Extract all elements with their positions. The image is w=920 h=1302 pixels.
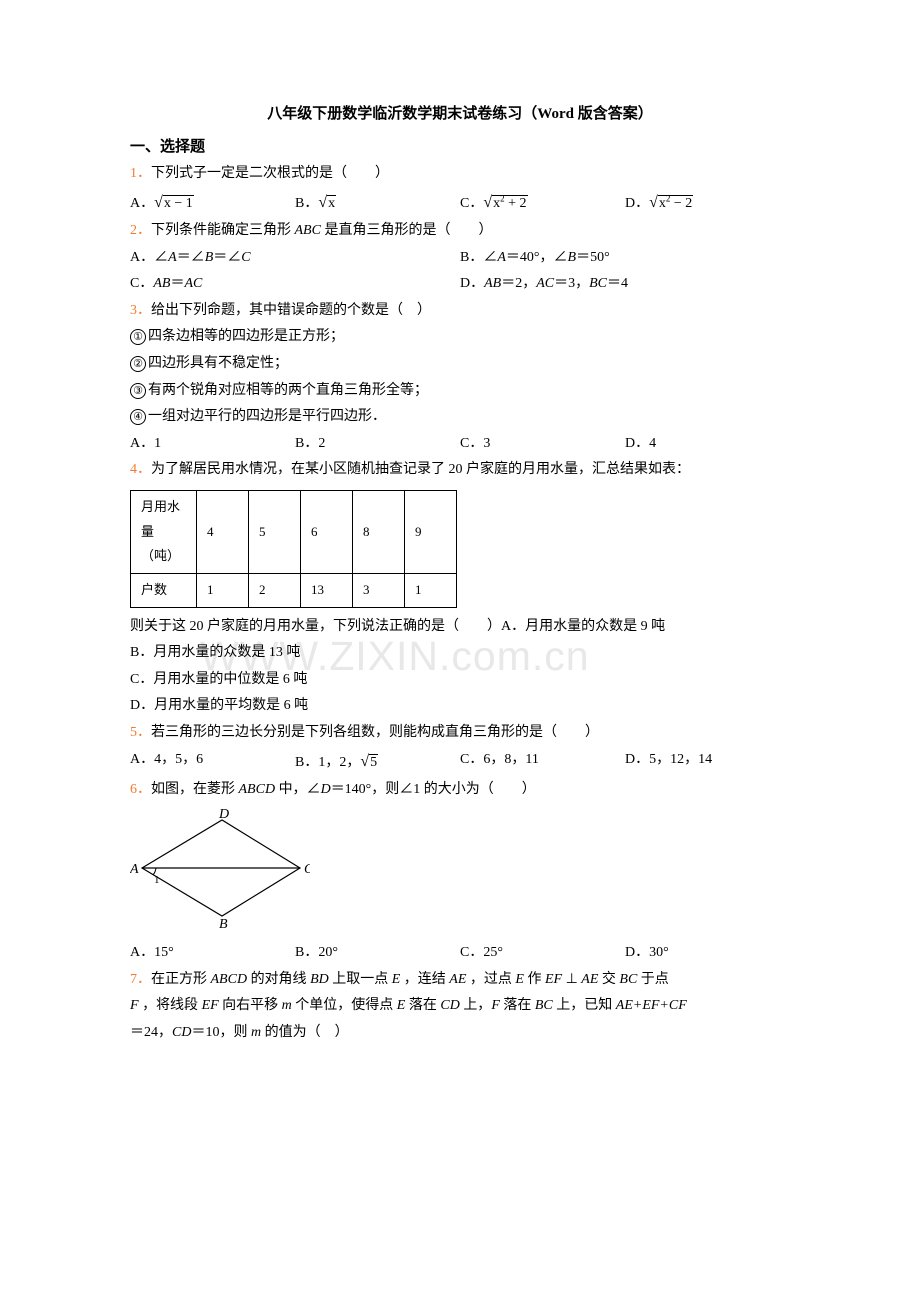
page-title: 八年级下册数学临沂数学期末试卷练习（Word 版含答案）: [130, 100, 790, 129]
q6-number: 6．: [130, 782, 151, 797]
q5-opt-d: D．5，12，14: [625, 747, 790, 777]
document-content: 八年级下册数学临沂数学期末试卷练习（Word 版含答案） 一、选择题 1．下列式…: [130, 100, 790, 1047]
q3-opt-c: C．3: [460, 431, 625, 458]
q5-opt-b: B．1，2，5: [295, 747, 460, 777]
q2-stem: 2．下列条件能确定三角形 ABC 是直角三角形的是（ ）: [130, 218, 790, 245]
q4-opt-d: D．月用水量的平均数是 6 吨: [130, 693, 790, 720]
table-cell: 4: [197, 490, 249, 573]
q4-stem: 4．为了解居民用水情况，在某小区随机抽查记录了 20 户家庭的月用水量，汇总结果…: [130, 457, 790, 484]
table-cell: 9: [405, 490, 457, 573]
q2-opt-d: D．AB＝2，AC＝3，BC＝4: [460, 271, 790, 298]
table-cell: 3: [353, 573, 405, 607]
q3-options: A．1 B．2 C．3 D．4: [130, 431, 790, 458]
label-angle-1: 1: [154, 874, 160, 886]
q5-opt-a: A．4，5，6: [130, 747, 295, 777]
q4-number: 4．: [130, 462, 151, 477]
sqrt-icon: x2 + 2: [483, 188, 527, 218]
q3-p1: ①四条边相等的四边形是正方形；: [130, 324, 790, 351]
q1-opt-b: B．x: [295, 188, 460, 218]
table-cell: 1: [405, 573, 457, 607]
q1-options: A．x − 1 B．x C．x2 + 2 D．x2 − 2: [130, 188, 790, 218]
q2-options-row2: C．AB＝AC D．AB＝2，AC＝3，BC＝4: [130, 271, 790, 298]
q7-number: 7．: [130, 972, 151, 987]
q1-opt-d: D．x2 − 2: [625, 188, 790, 218]
q6-opt-d: D．30°: [625, 940, 790, 967]
q5-opt-c: C．6，8，11: [460, 747, 625, 777]
label-a: A: [130, 862, 139, 877]
q4-post: 则关于这 20 户家庭的月用水量，下列说法正确的是（ ）A．月用水量的众数是 9…: [130, 614, 790, 641]
q3-stem: 3．给出下列命题，其中错误命题的个数是（ ）: [130, 298, 790, 325]
table-cell: 5: [249, 490, 301, 573]
sqrt-icon: x2 − 2: [649, 188, 693, 218]
table-cell: 户数: [131, 573, 197, 607]
q1-opt-c: C．x2 + 2: [460, 188, 625, 218]
circled-number-icon: ③: [130, 383, 146, 399]
q1-stem: 1．下列式子一定是二次根式的是（ ）: [130, 161, 790, 188]
table-cell: 1: [197, 573, 249, 607]
table-row: 月用水量（吨） 4 5 6 8 9: [131, 490, 457, 573]
q6-stem: 6．如图，在菱形 ABCD 中，∠D＝140°，则∠1 的大小为（ ）: [130, 777, 790, 804]
sqrt-icon: 5: [360, 747, 378, 777]
q3-opt-d: D．4: [625, 431, 790, 458]
table-cell: 月用水量（吨）: [131, 490, 197, 573]
q4-opt-c: C．月用水量的中位数是 6 吨: [130, 667, 790, 694]
sqrt-icon: x: [318, 188, 336, 218]
q4-table: 月用水量（吨） 4 5 6 8 9 户数 1 2 13 3 1: [130, 490, 457, 608]
table-cell: 8: [353, 490, 405, 573]
label-d: D: [218, 808, 229, 822]
circled-number-icon: ④: [130, 409, 146, 425]
q3-opt-a: A．1: [130, 431, 295, 458]
q6-opt-c: C．25°: [460, 940, 625, 967]
q2-options-row1: A．∠A＝∠B＝∠C B．∠A＝40°，∠B＝50°: [130, 245, 790, 272]
circled-number-icon: ②: [130, 356, 146, 372]
table-row: 户数 1 2 13 3 1: [131, 573, 457, 607]
q1-opt-a: A．x − 1: [130, 188, 295, 218]
q3-p3: ③有两个锐角对应相等的两个直角三角形全等；: [130, 378, 790, 405]
q2-number: 2．: [130, 223, 151, 238]
q5-stem: 5．若三角形的三边长分别是下列各组数，则能构成直角三角形的是（ ）: [130, 720, 790, 747]
q7-line1: 7．在正方形 ABCD 的对角线 BD 上取一点 E ，连结 AE ，过点 E …: [130, 967, 790, 994]
rhombus-diagram: A B C D 1: [130, 808, 310, 928]
q6-opt-b: B．20°: [295, 940, 460, 967]
table-cell: 13: [301, 573, 353, 607]
q4-opt-b: B．月用水量的众数是 13 吨: [130, 640, 790, 667]
q6-opt-a: A．15°: [130, 940, 295, 967]
q2-opt-a: A．∠A＝∠B＝∠C: [130, 245, 460, 272]
q3-opt-b: B．2: [295, 431, 460, 458]
sqrt-icon: x − 1: [154, 188, 194, 218]
circled-number-icon: ①: [130, 329, 146, 345]
section-header: 一、选择题: [130, 133, 790, 162]
q5-options: A．4，5，6 B．1，2，5 C．6，8，11 D．5，12，14: [130, 747, 790, 777]
q5-number: 5．: [130, 725, 151, 740]
q6-options: A．15° B．20° C．25° D．30°: [130, 940, 790, 967]
q3-number: 3．: [130, 303, 151, 318]
q2-opt-b: B．∠A＝40°，∠B＝50°: [460, 245, 790, 272]
q3-p4: ④一组对边平行的四边形是平行四边形．: [130, 404, 790, 431]
table-cell: 2: [249, 573, 301, 607]
q1-text: 下列式子一定是二次根式的是（ ）: [151, 166, 389, 181]
q7-line2: F ，将线段 EF 向右平移 m 个单位，使得点 E 落在 CD 上，F 落在 …: [130, 993, 790, 1020]
table-cell: 6: [301, 490, 353, 573]
label-b: B: [219, 917, 228, 928]
q2-opt-c: C．AB＝AC: [130, 271, 460, 298]
label-c: C: [304, 862, 310, 877]
q7-line3: ＝24，CD＝10，则 m 的值为（ ）: [130, 1020, 790, 1047]
q3-p2: ②四边形具有不稳定性；: [130, 351, 790, 378]
q1-number: 1．: [130, 166, 151, 181]
